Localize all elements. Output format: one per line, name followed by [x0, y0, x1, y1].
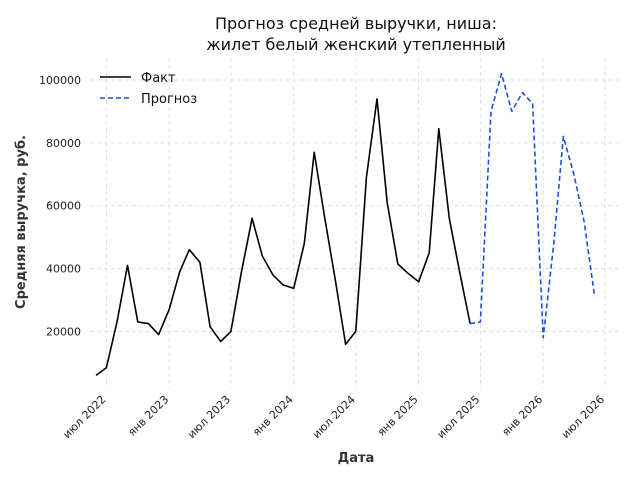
- x-tick-label: июл 2023: [185, 393, 233, 441]
- y-tick-label: 80000: [46, 137, 81, 150]
- series-line-forecast: [469, 72, 596, 339]
- x-axis-ticks: июл 2022 янв 2023 июл 2023 янв 2024 июл 2024…: [60, 393, 607, 441]
- x-tick-label: июл 2024: [310, 393, 358, 441]
- y-tick-label: 60000: [46, 200, 81, 213]
- legend-label: Факт: [141, 71, 176, 86]
- y-axis-label: Средняя выручка, руб.: [14, 135, 29, 309]
- chart-subtitle: жилет белый женский утепленный: [206, 35, 506, 54]
- chart-title: Прогноз средней выручки, ниша:: [215, 14, 497, 33]
- y-tick-label: 20000: [46, 325, 81, 338]
- y-tick-label: 100000: [39, 74, 81, 87]
- y-tick-label: 40000: [46, 263, 81, 276]
- x-tick-label: янв 2025: [375, 393, 421, 439]
- x-tick-label: июл 2025: [434, 393, 482, 441]
- x-tick-label: янв 2023: [125, 393, 171, 439]
- legend-label: Прогноз: [141, 92, 197, 107]
- grid-layer: [90, 58, 622, 388]
- y-axis-ticks: 20000 40000 60000 80000 100000: [39, 74, 81, 338]
- x-axis-label: Дата: [338, 451, 375, 466]
- x-tick-label: июл 2026: [559, 393, 607, 441]
- x-tick-label: янв 2024: [250, 393, 296, 439]
- x-tick-label: янв 2026: [499, 393, 545, 439]
- legend: Факт Прогноз: [100, 71, 197, 107]
- series-line-fact: [95, 98, 471, 377]
- series-layer: [95, 72, 596, 377]
- x-tick-label: июл 2022: [60, 393, 108, 441]
